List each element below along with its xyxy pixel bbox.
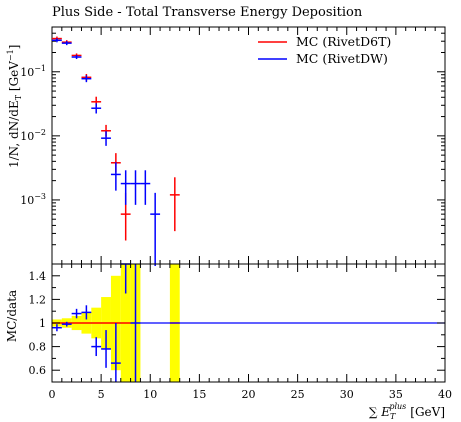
ratio-data-point: [71, 308, 82, 319]
main-data-point: [52, 38, 62, 43]
main-data-point: [140, 170, 151, 205]
x-tick-label: 40: [438, 388, 452, 401]
ratio-data-point: [52, 324, 62, 332]
main-data-point: [169, 177, 180, 232]
main-data-point: [110, 162, 121, 191]
main-axis-ticks: [51, 26, 446, 265]
chart-title: Plus Side - Total Transverse Energy Depo…: [52, 5, 363, 20]
x-tick-label: 0: [49, 388, 56, 401]
ratio-data-points: [52, 263, 445, 382]
x-tick-label: 20: [242, 388, 256, 401]
legend: MC (RivetD6T) MC (RivetDW): [258, 34, 391, 66]
ratio-data-point: [130, 264, 141, 382]
ratio-y-tick-label: 0.8: [29, 341, 47, 354]
main-data-point: [130, 170, 141, 205]
ratio-axis-ticks: [51, 263, 446, 383]
ratio-data-point: [81, 305, 92, 320]
main-y-tick-label: 10−2: [20, 128, 46, 143]
legend-label-d6t: MC (RivetD6T): [296, 34, 391, 49]
main-data-point: [61, 41, 72, 46]
main-data-point: [81, 75, 92, 83]
ratio-data-point: [101, 330, 111, 368]
x-tick-label: 15: [192, 388, 206, 401]
ratio-data-point: [91, 337, 102, 357]
main-data-point: [71, 55, 82, 60]
main-data-point: [101, 131, 111, 146]
x-tick-label: 30: [340, 388, 354, 401]
legend-label-dw: MC (RivetDW): [296, 51, 388, 66]
main-y-tick-labels: 10−1 10−2 10−3: [20, 64, 46, 207]
main-data-point: [120, 170, 131, 205]
ratio-y-tick-label: 1.4: [29, 270, 47, 283]
main-plot-panel: 10−1 10−2 10−3 1/N, dN/dET [GeV−1] MC (Riv…: [6, 26, 446, 266]
legend-item-dw: MC (RivetDW): [258, 51, 388, 66]
main-data-point: [91, 103, 102, 114]
ratio-y-tick-labels: 0.6 0.8 1 1.2 1.4: [29, 270, 47, 377]
main-data-point: [150, 192, 161, 266]
x-tick-labels: 0 5 10 15 20 25 30 35 40: [49, 388, 453, 401]
ratio-y-tick-label: 0.6: [29, 364, 47, 377]
x-tick-label: 35: [389, 388, 403, 401]
main-y-axis-label: 1/N, dN/dET [GeV−1]: [6, 45, 23, 168]
ratio-y-tick-label: 1.2: [29, 293, 47, 306]
main-data-points: [52, 36, 180, 266]
x-tick-label: 25: [291, 388, 305, 401]
main-y-tick-label: 10−1: [20, 64, 46, 79]
ratio-data-point: [110, 323, 121, 382]
x-tick-label: 10: [143, 388, 157, 401]
ratio-plot-panel: 0.6 0.8 1 1.2 1.4 0 5 10 15 20 25 30 35 40 MC/data ∑…: [5, 263, 453, 421]
ratio-data-point: [61, 321, 72, 327]
x-axis-label: ∑ ETplus [GeV]: [369, 402, 445, 421]
legend-item-d6t: MC (RivetD6T): [258, 34, 391, 49]
main-y-tick-label: 10−3: [20, 192, 46, 207]
x-tick-label: 5: [98, 388, 105, 401]
ratio-y-axis-label: MC/data: [5, 290, 19, 342]
ratio-y-tick-label: 1: [39, 317, 46, 330]
